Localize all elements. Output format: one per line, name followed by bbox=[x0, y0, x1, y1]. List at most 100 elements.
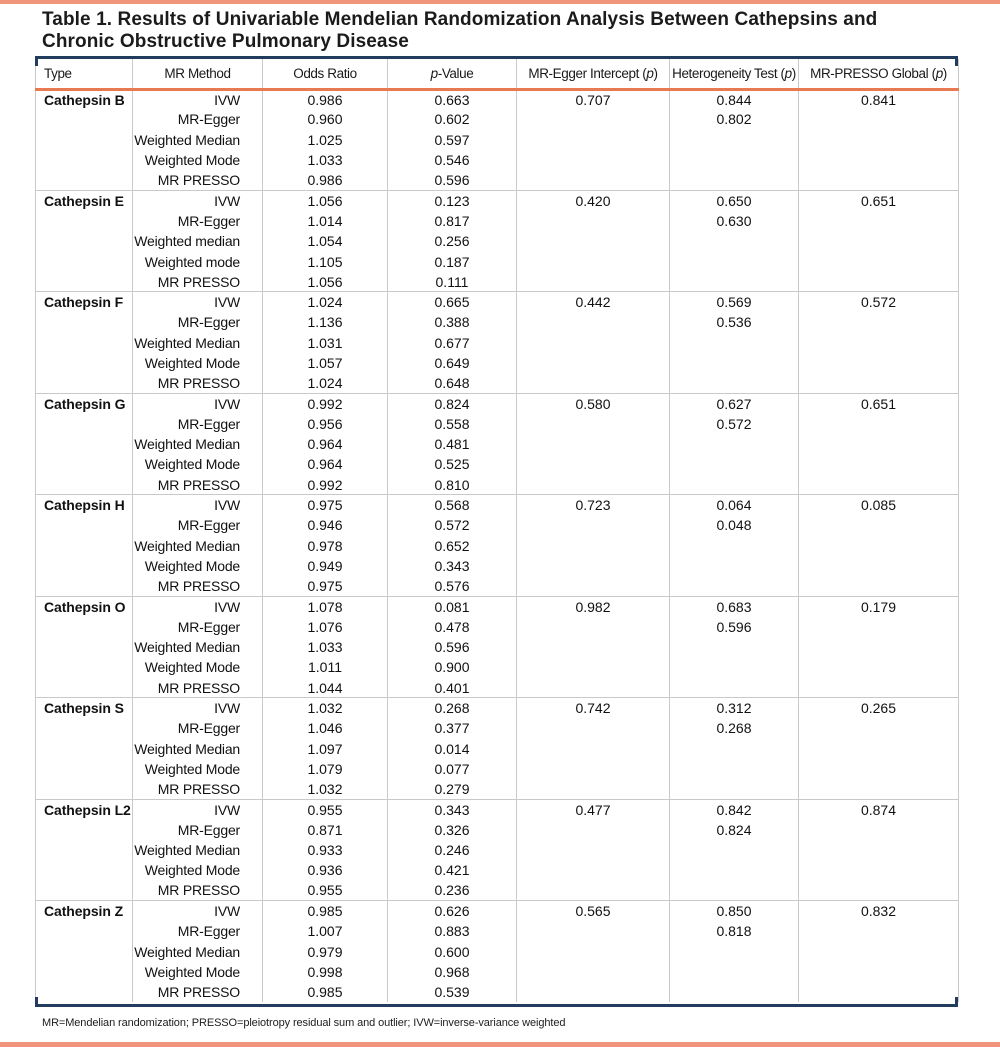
table-area: Type MR Method Odds Ratio p-Value MR-Egger I… bbox=[35, 56, 959, 1030]
heterogeneity-cell bbox=[669, 474, 799, 495]
presso-cell: 0.874 bbox=[798, 798, 959, 820]
table-footnote: MR=Mendelian randomization; PRESSO=pleio… bbox=[42, 1017, 566, 1030]
table-row: Cathepsin O IVW 1.078 0.081 0.982 0.683 0.179 bbox=[35, 595, 959, 617]
p-value-cell: 0.123 bbox=[387, 189, 517, 211]
odds-ratio-cell: 0.979 bbox=[262, 941, 388, 962]
type-cell: Cathepsin F bbox=[35, 291, 133, 313]
egger-intercept-cell bbox=[516, 860, 670, 881]
presso-cell bbox=[798, 819, 959, 840]
egger-intercept-cell bbox=[516, 332, 670, 353]
heterogeneity-cell: 0.312 bbox=[669, 697, 799, 719]
odds-ratio-cell: 1.007 bbox=[262, 921, 388, 942]
p-value-cell: 0.649 bbox=[387, 352, 517, 374]
egger-intercept-cell: 0.707 bbox=[516, 89, 670, 110]
table-title: Table 1. Results of Univariable Mendelia… bbox=[42, 9, 878, 52]
presso-cell bbox=[798, 332, 959, 353]
presso-cell bbox=[798, 312, 959, 333]
type-cell bbox=[35, 474, 133, 495]
odds-ratio-cell: 0.975 bbox=[262, 576, 388, 597]
p-value-cell: 0.558 bbox=[387, 413, 517, 435]
method-cell: MR-Egger bbox=[132, 515, 263, 536]
table-row: Cathepsin L2 IVW 0.955 0.343 0.477 0.842 0.874 bbox=[35, 798, 959, 820]
odds-ratio-cell: 1.031 bbox=[262, 332, 388, 353]
table-row: Cathepsin H IVW 0.975 0.568 0.723 0.064 0.085 bbox=[35, 494, 959, 516]
type-cell: Cathepsin Z bbox=[35, 900, 133, 922]
heterogeneity-cell bbox=[669, 251, 799, 272]
p-value-cell: 0.014 bbox=[387, 738, 517, 759]
type-cell bbox=[35, 657, 133, 678]
presso-cell bbox=[798, 170, 959, 191]
odds-ratio-cell: 0.985 bbox=[262, 982, 388, 1003]
method-cell: MR PRESSO bbox=[132, 779, 263, 800]
heterogeneity-cell: 0.536 bbox=[669, 312, 799, 333]
heterogeneity-cell: 0.630 bbox=[669, 210, 799, 232]
column-header-mr-method: MR Method bbox=[132, 59, 263, 91]
odds-ratio-cell: 0.871 bbox=[262, 819, 388, 840]
odds-ratio-cell: 0.986 bbox=[262, 170, 388, 191]
table-row: MR-Egger 0.960 0.602 0.802 bbox=[35, 109, 959, 130]
type-cell bbox=[35, 758, 133, 780]
type-cell: Cathepsin O bbox=[35, 595, 133, 617]
method-cell: MR-Egger bbox=[132, 718, 263, 739]
p-value-cell: 0.343 bbox=[387, 555, 517, 577]
odds-ratio-cell: 1.032 bbox=[262, 697, 388, 719]
heterogeneity-cell bbox=[669, 758, 799, 780]
method-cell: Weighted Median bbox=[132, 738, 263, 759]
egger-intercept-cell bbox=[516, 555, 670, 577]
presso-cell bbox=[798, 941, 959, 962]
p-value-cell: 0.600 bbox=[387, 941, 517, 962]
type-cell bbox=[35, 454, 133, 475]
table-row: Weighted Mode 1.057 0.649 bbox=[35, 352, 959, 374]
column-header-mr-presso-global: MR-PRESSO Global (p) bbox=[798, 59, 959, 91]
egger-intercept-cell: 0.742 bbox=[516, 697, 670, 719]
egger-intercept-cell bbox=[516, 210, 670, 232]
odds-ratio-cell: 1.024 bbox=[262, 373, 388, 394]
method-cell: IVW bbox=[132, 89, 263, 110]
table-top-rule bbox=[35, 56, 958, 66]
egger-intercept-cell bbox=[516, 738, 670, 759]
p-value-cell: 0.279 bbox=[387, 779, 517, 800]
heterogeneity-cell bbox=[669, 576, 799, 597]
table-row: MR PRESSO 0.975 0.576 bbox=[35, 576, 959, 597]
egger-intercept-cell bbox=[516, 941, 670, 962]
method-cell: MR-Egger bbox=[132, 312, 263, 333]
heterogeneity-cell bbox=[669, 454, 799, 475]
type-cell bbox=[35, 332, 133, 353]
p-value-cell: 0.900 bbox=[387, 657, 517, 678]
table-row: Weighted Median 0.933 0.246 bbox=[35, 839, 959, 861]
method-cell: Weighted Median bbox=[132, 839, 263, 861]
egger-intercept-cell bbox=[516, 758, 670, 780]
method-cell: Weighted Mode bbox=[132, 758, 263, 780]
egger-intercept-cell: 0.477 bbox=[516, 798, 670, 820]
presso-cell bbox=[798, 474, 959, 495]
heterogeneity-cell: 0.824 bbox=[669, 819, 799, 840]
odds-ratio-cell: 1.078 bbox=[262, 595, 388, 617]
method-cell: Weighted Mode bbox=[132, 961, 263, 983]
p-value-cell: 0.111 bbox=[387, 271, 517, 292]
p-value-cell: 0.602 bbox=[387, 109, 517, 130]
table-row: Weighted Median 0.978 0.652 bbox=[35, 535, 959, 556]
p-value-cell: 0.968 bbox=[387, 961, 517, 983]
method-cell: MR PRESSO bbox=[132, 982, 263, 1003]
table-body: Cathepsin B IVW 0.986 0.663 0.707 0.844 0.841 M… bbox=[35, 89, 959, 1003]
odds-ratio-cell: 0.985 bbox=[262, 900, 388, 922]
odds-ratio-cell: 1.046 bbox=[262, 718, 388, 739]
egger-intercept-cell bbox=[516, 819, 670, 840]
table-row: MR PRESSO 1.032 0.279 bbox=[35, 779, 959, 800]
table-row: Cathepsin E IVW 1.056 0.123 0.420 0.650 0.651 bbox=[35, 189, 959, 211]
heterogeneity-cell bbox=[669, 677, 799, 698]
method-cell: Weighted Mode bbox=[132, 149, 263, 171]
type-cell: Cathepsin B bbox=[35, 89, 133, 110]
odds-ratio-cell: 0.955 bbox=[262, 798, 388, 820]
table-bottom-rule bbox=[35, 997, 958, 1008]
heterogeneity-cell bbox=[669, 880, 799, 901]
method-cell: Weighted mode bbox=[132, 251, 263, 272]
presso-cell bbox=[798, 677, 959, 698]
type-cell bbox=[35, 210, 133, 232]
heterogeneity-cell bbox=[669, 332, 799, 353]
odds-ratio-cell: 1.057 bbox=[262, 352, 388, 374]
table-row: Weighted Mode 1.033 0.546 bbox=[35, 149, 959, 171]
odds-ratio-cell: 0.960 bbox=[262, 109, 388, 130]
heterogeneity-cell bbox=[669, 839, 799, 861]
presso-cell bbox=[798, 576, 959, 597]
